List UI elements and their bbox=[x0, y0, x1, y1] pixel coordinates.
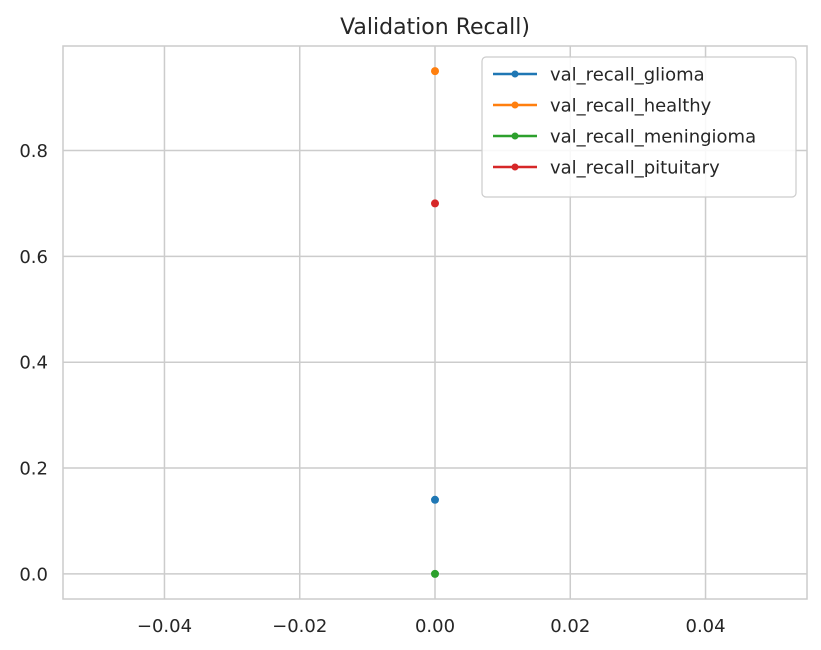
series-val_recall_healthy bbox=[431, 67, 439, 76]
legend-label: val_recall_glioma bbox=[550, 65, 705, 86]
x-tick-label: 0.04 bbox=[686, 616, 726, 637]
data-point bbox=[431, 569, 439, 578]
legend-swatch-marker bbox=[511, 70, 519, 78]
legend-item: val_recall_pituitary bbox=[493, 158, 720, 179]
plot-area bbox=[62, 45, 808, 600]
data-point bbox=[431, 199, 439, 208]
legend-label: val_recall_healthy bbox=[550, 96, 712, 117]
legend-label: val_recall_meningioma bbox=[550, 127, 756, 148]
legend-item: val_recall_meningioma bbox=[493, 127, 756, 148]
x-tick-label: −0.04 bbox=[137, 616, 192, 637]
legend-item: val_recall_healthy bbox=[493, 96, 712, 117]
y-tick-label: 0.6 bbox=[19, 247, 48, 268]
data-point bbox=[431, 67, 439, 76]
legend-label: val_recall_pituitary bbox=[550, 158, 720, 179]
legend-box bbox=[481, 56, 797, 198]
data-point bbox=[431, 495, 439, 504]
x-tick-label: 0.00 bbox=[415, 616, 455, 637]
chart-title: Validation Recall) bbox=[340, 15, 530, 40]
legend-item: val_recall_glioma bbox=[493, 65, 705, 86]
series bbox=[431, 67, 439, 578]
y-tick-label: 0.2 bbox=[19, 459, 48, 480]
legend-swatch-marker bbox=[511, 163, 519, 171]
x-axis-ticks: −0.04 −0.02 0.00 0.02 0.04 bbox=[137, 616, 726, 637]
series-val_recall_meningioma bbox=[431, 569, 439, 578]
x-tick-label: 0.02 bbox=[550, 616, 590, 637]
y-tick-label: 0.0 bbox=[19, 564, 48, 585]
series-val_recall_glioma bbox=[431, 495, 439, 504]
legend: val_recall_glioma val_recall_healthy val_r… bbox=[481, 56, 797, 198]
y-axis-ticks: 0.0 0.2 0.4 0.6 0.8 bbox=[19, 141, 48, 585]
y-tick-label: 0.4 bbox=[19, 353, 48, 374]
x-tick-label: −0.02 bbox=[272, 616, 327, 637]
legend-swatch-marker bbox=[511, 132, 519, 140]
series-val_recall_pituitary bbox=[431, 199, 439, 208]
legend-swatch-marker bbox=[511, 101, 519, 109]
y-tick-label: 0.8 bbox=[19, 141, 48, 162]
